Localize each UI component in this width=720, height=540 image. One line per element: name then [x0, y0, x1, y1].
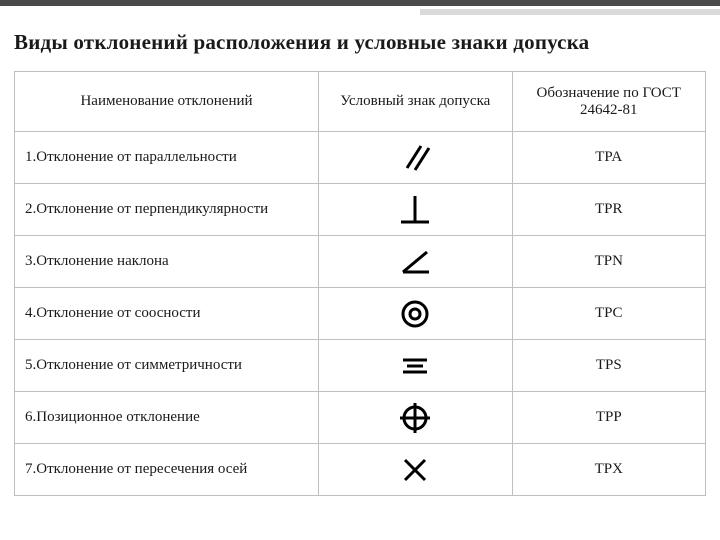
col-header-name: Наименование отклонений	[15, 72, 319, 132]
gost-code: TPX	[512, 444, 706, 496]
table-row: 3.Отклонение наклона TPN	[15, 236, 706, 288]
tolerance-table: Наименование отклонений Условный знак до…	[14, 71, 706, 496]
deviation-name: 3.Отклонение наклона	[15, 236, 319, 288]
page-title: Виды отклонений расположения и условные …	[14, 30, 706, 55]
perpendicular-icon	[319, 184, 512, 236]
gost-code: TPN	[512, 236, 706, 288]
table-row: 2.Отклонение от перпендикулярности TPR	[15, 184, 706, 236]
table-row: 1.Отклонение от параллельности TPA	[15, 132, 706, 184]
cross-icon	[319, 444, 512, 496]
table-row: 6.Позиционное отклонение TPP	[15, 392, 706, 444]
table-row: 7.Отклонение от пересечения осей TPX	[15, 444, 706, 496]
position-icon	[319, 392, 512, 444]
table-row: 5.Отклонение от симметричности TPS	[15, 340, 706, 392]
col-header-symbol: Условный знак допуска	[319, 72, 512, 132]
col-header-code: Обозначение по ГОСТ 24642-81	[512, 72, 706, 132]
parallel-icon	[319, 132, 512, 184]
deviation-name: 1.Отклонение от параллельности	[15, 132, 319, 184]
concentricity-icon	[319, 288, 512, 340]
gost-code: TPP	[512, 392, 706, 444]
deviation-name: 5.Отклонение от симметричности	[15, 340, 319, 392]
table-row: 4.Отклонение от соосности TPC	[15, 288, 706, 340]
symmetry-icon	[319, 340, 512, 392]
top-sub-rule	[0, 6, 720, 24]
deviation-name: 4.Отклонение от соосности	[15, 288, 319, 340]
gost-code: TPC	[512, 288, 706, 340]
deviation-name: 2.Отклонение от перпендикулярности	[15, 184, 319, 236]
deviation-name: 7.Отклонение от пересечения осей	[15, 444, 319, 496]
angularity-icon	[319, 236, 512, 288]
gost-code: TPA	[512, 132, 706, 184]
gost-code: TPS	[512, 340, 706, 392]
deviation-name: 6.Позиционное отклонение	[15, 392, 319, 444]
gost-code: TPR	[512, 184, 706, 236]
